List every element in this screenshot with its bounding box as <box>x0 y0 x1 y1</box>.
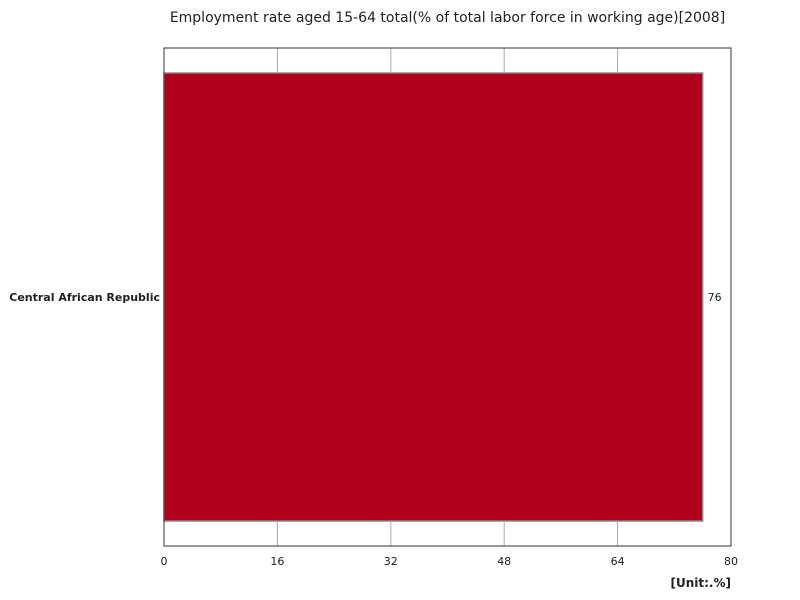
chart-title: Employment rate aged 15-64 total(% of to… <box>169 10 726 26</box>
x-tick-labels: 0 16 32 48 64 80 <box>161 555 739 568</box>
gridlines <box>276 48 619 546</box>
category-label: Central African Republic <box>9 291 160 304</box>
data-label: 76 <box>708 291 722 304</box>
x-tick-label: 48 <box>497 555 511 568</box>
x-tick-label: 80 <box>724 555 738 568</box>
plot-frame <box>163 47 732 547</box>
x-tick-label: 32 <box>384 555 398 568</box>
x-tick-label: 16 <box>270 555 284 568</box>
category-labels: Central African Republic <box>9 291 160 304</box>
bar <box>163 72 704 522</box>
unit-label: [Unit:.%] <box>670 576 732 590</box>
data-labels: 76 <box>708 291 722 304</box>
x-tick-label: 0 <box>161 555 168 568</box>
x-tick-label: 64 <box>611 555 625 568</box>
bars <box>163 72 704 522</box>
